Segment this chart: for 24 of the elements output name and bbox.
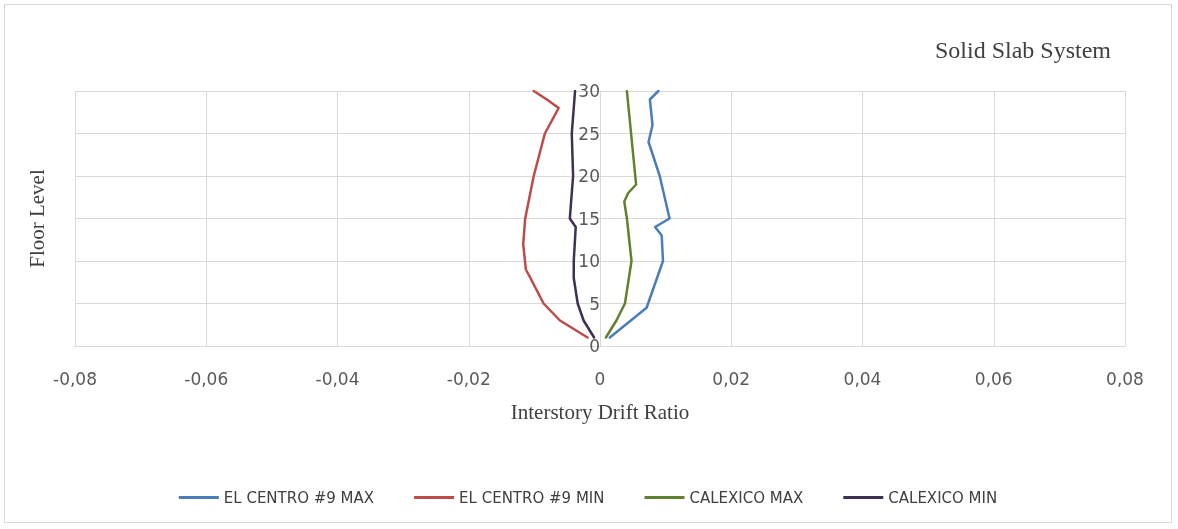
y-tick-label: 30 (578, 81, 600, 101)
x-axis-title: Interstory Drift Ratio (510, 399, 690, 424)
x-tick-label: 0,08 (1106, 368, 1144, 389)
x-tick-label: -0,06 (184, 368, 229, 389)
chart-title: Solid Slab System (934, 37, 1112, 63)
legend-label: CALEXICO MAX (689, 488, 804, 507)
y-tick-label: 20 (578, 166, 600, 186)
y-axis-title: Floor Level (24, 169, 49, 268)
x-tick-label: -0,04 (315, 368, 360, 389)
y-tick-label: 10 (578, 251, 600, 271)
x-tick-label: -0,08 (53, 368, 97, 389)
line-series (608, 89, 671, 339)
x-tick-label: 0,02 (712, 368, 751, 389)
y-tick-label: 25 (578, 123, 600, 144)
line-series (604, 89, 638, 339)
x-tick-label: 0,04 (843, 368, 882, 389)
legend-label: EL CENTRO #9 MIN (459, 488, 605, 507)
x-tick-label: -0,02 (446, 368, 491, 389)
y-tick-label: 0 (589, 336, 600, 356)
legend-label: EL CENTRO #9 MAX (223, 488, 375, 507)
y-tick-label: 15 (578, 208, 600, 229)
y-tick-label: 5 (589, 293, 600, 314)
x-tick-label: 0,06 (974, 368, 1013, 389)
legend-label: CALEXICO MIN (888, 488, 998, 507)
